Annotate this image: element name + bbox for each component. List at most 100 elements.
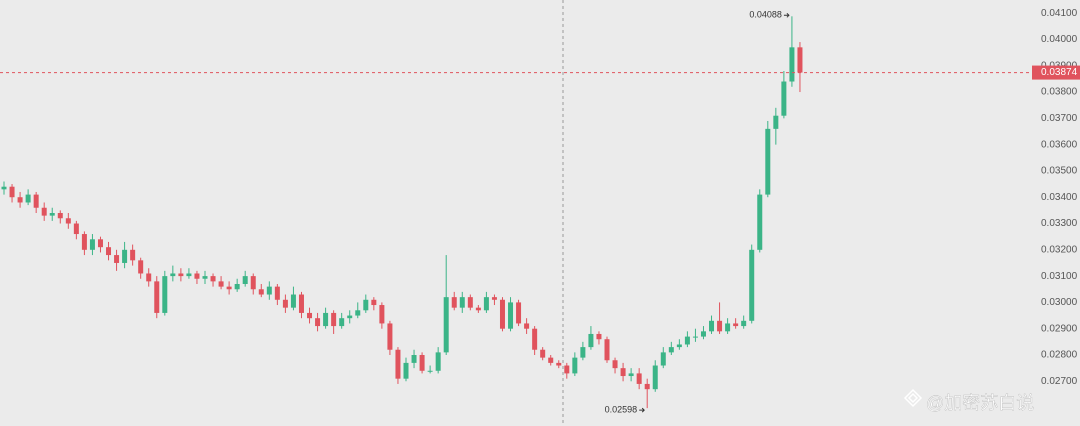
candle-body <box>652 365 658 390</box>
candle-body <box>347 315 353 319</box>
candle-body <box>178 273 184 277</box>
candle-body <box>307 312 313 319</box>
candle-body <box>411 355 417 363</box>
y-tick-label: 0.03600 <box>1041 139 1078 150</box>
candle-body <box>516 302 522 324</box>
candle-body <box>250 276 256 290</box>
candle-body <box>130 249 136 261</box>
candle-body <box>138 260 144 274</box>
candle-body <box>644 383 650 390</box>
candle-body <box>315 318 321 327</box>
y-tick-label: 0.04000 <box>1041 34 1078 45</box>
candle-body <box>290 294 296 308</box>
y-tick-label: 0.02900 <box>1041 323 1078 334</box>
candle-body <box>765 128 771 195</box>
candle-body <box>781 81 787 116</box>
candle-body <box>202 276 208 279</box>
watermark-text: @加密苏白说 <box>926 393 1034 413</box>
candle-body <box>234 284 240 290</box>
candle-body <box>668 347 674 353</box>
candle-body <box>491 297 497 300</box>
candle-body <box>323 312 329 327</box>
candle-body <box>580 347 586 358</box>
candle-body <box>49 213 55 216</box>
watermark: @加密苏白说 <box>903 388 1034 413</box>
candle-body <box>1 186 7 190</box>
candle-body <box>9 186 15 198</box>
candle-body <box>483 297 489 311</box>
candle-body <box>73 223 79 235</box>
candle-body <box>403 362 409 379</box>
candle-body <box>451 297 457 308</box>
candle-body <box>596 333 602 340</box>
last-price-label: 0.03874 <box>1041 67 1078 78</box>
candle-body <box>298 294 304 313</box>
candle-body <box>226 286 232 290</box>
candle-body <box>122 249 128 263</box>
candle-body <box>81 234 87 250</box>
candle-body <box>162 276 168 313</box>
y-tick-label: 0.02700 <box>1041 376 1078 387</box>
candle-body <box>604 339 610 361</box>
candle-body <box>355 310 361 316</box>
candle-body <box>97 239 103 248</box>
candle-body <box>218 281 224 287</box>
candle-body <box>435 352 441 371</box>
candle-body <box>741 320 747 327</box>
y-tick-label: 0.03800 <box>1041 87 1078 98</box>
candle-body <box>443 297 449 353</box>
y-tick-label: 0.03300 <box>1041 218 1078 229</box>
candle-body <box>459 297 465 308</box>
y-tick-label: 0.03500 <box>1041 166 1078 177</box>
candle-body <box>636 373 642 384</box>
candle-body <box>572 357 578 374</box>
candle-body <box>41 207 47 216</box>
candle-body <box>242 276 248 284</box>
max-arrow <box>783 12 790 18</box>
candle-body <box>274 286 280 300</box>
candle-body <box>467 297 473 308</box>
candle-body <box>757 194 763 250</box>
min-label: 0.02598 <box>605 404 638 414</box>
candle-body <box>676 344 682 348</box>
candle-body <box>532 328 538 350</box>
y-tick-label: 0.02800 <box>1041 350 1078 361</box>
max-label: 0.04088 <box>749 10 782 20</box>
candle-body <box>114 255 120 263</box>
candle-body <box>194 273 200 279</box>
candle-body <box>258 289 264 295</box>
candle-body <box>25 194 31 203</box>
candle-body <box>797 47 803 73</box>
candle-body <box>419 355 425 371</box>
candle-body <box>700 331 706 337</box>
candle-body <box>371 299 377 306</box>
candle-body <box>363 299 369 311</box>
candle-body <box>387 323 393 350</box>
candle-body <box>65 218 71 224</box>
candle-body <box>266 286 272 295</box>
candle-body <box>548 357 554 363</box>
candle-body <box>773 115 779 129</box>
candle-body <box>170 273 176 277</box>
candle-body <box>612 360 618 369</box>
candle-body <box>789 47 795 82</box>
candle-body <box>540 349 546 358</box>
candle-body <box>89 239 95 250</box>
candle-body <box>620 368 626 377</box>
candle-body <box>628 373 634 377</box>
candle-body <box>475 307 481 311</box>
y-tick-label: 0.03700 <box>1041 113 1078 124</box>
candle-body <box>717 320 723 332</box>
candle-body <box>556 362 562 366</box>
candle-body <box>660 352 666 366</box>
last-price-box <box>1032 65 1080 80</box>
candle-body <box>146 273 152 282</box>
candle-body <box>331 312 337 327</box>
min-arrow <box>639 407 645 413</box>
watermark-logo <box>903 388 923 408</box>
candle-body <box>33 194 39 208</box>
candle-body <box>379 305 385 324</box>
y-tick-label: 0.03400 <box>1041 192 1078 203</box>
candle-body <box>524 323 530 329</box>
